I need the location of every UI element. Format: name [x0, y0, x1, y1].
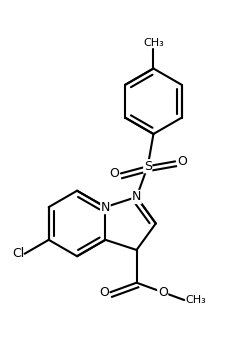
Text: O: O: [109, 167, 119, 180]
Text: O: O: [99, 286, 109, 299]
Text: O: O: [158, 286, 168, 299]
Text: CH₃: CH₃: [143, 37, 164, 47]
Text: CH₃: CH₃: [185, 295, 206, 305]
Text: N: N: [101, 201, 110, 213]
Text: O: O: [177, 155, 187, 168]
Text: S: S: [144, 160, 152, 173]
Text: Cl: Cl: [12, 247, 25, 260]
Text: N: N: [132, 191, 141, 203]
